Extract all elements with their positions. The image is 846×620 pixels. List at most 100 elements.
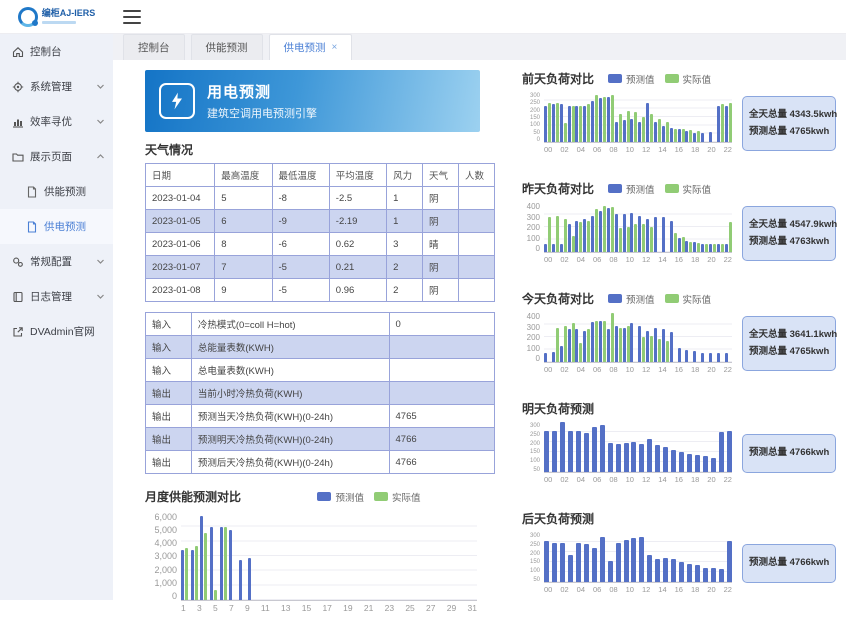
file-icon bbox=[26, 185, 38, 198]
book-icon bbox=[12, 291, 24, 303]
sidebar-subitem-3-0[interactable]: 供能预测 bbox=[0, 174, 113, 209]
chart-body: 400 300 200 100 0 00 02 04 06 08 10 12 14 16 18 20 22 全天总… bbox=[522, 203, 840, 265]
x-tick: 04 bbox=[576, 365, 585, 374]
y-tick: 0 bbox=[535, 244, 540, 253]
tab-0[interactable]: 控制台 bbox=[123, 34, 185, 60]
bar bbox=[587, 104, 591, 142]
bar bbox=[606, 208, 610, 252]
bar bbox=[663, 447, 669, 472]
bar-group bbox=[695, 455, 701, 472]
bar-group bbox=[654, 119, 662, 142]
sidebar-item-3[interactable]: 展示页面 bbox=[0, 139, 113, 174]
x-tick: 16 bbox=[674, 145, 683, 154]
y-tick: 100 bbox=[529, 122, 540, 129]
tab-2[interactable]: 供电预测 × bbox=[268, 34, 353, 60]
bar bbox=[551, 543, 557, 582]
bar bbox=[687, 454, 693, 472]
bar-group bbox=[654, 217, 661, 252]
bar-group bbox=[551, 328, 559, 362]
close-tab-icon[interactable]: × bbox=[331, 42, 338, 53]
summary-label: 预测总量 bbox=[749, 447, 790, 459]
x-tick: 08 bbox=[609, 585, 618, 594]
bar bbox=[603, 321, 607, 362]
bar bbox=[563, 219, 567, 252]
bar bbox=[603, 97, 607, 142]
bar bbox=[595, 209, 599, 252]
weather-row: 2023-01-04 5 -8 -2.5 1 阴 bbox=[144, 186, 495, 210]
x-tick: 06 bbox=[592, 475, 602, 484]
bar-group bbox=[559, 422, 565, 472]
sidebar-item-4[interactable]: 常规配置 bbox=[0, 244, 113, 279]
tab-1[interactable]: 供能预测 bbox=[190, 34, 263, 60]
x-tick: 14 bbox=[658, 145, 667, 154]
bar-group bbox=[583, 433, 589, 472]
legend-label: 预测值 bbox=[626, 294, 655, 306]
bar-group bbox=[718, 432, 724, 472]
bar-group bbox=[701, 133, 708, 142]
x-tick: 12 bbox=[641, 475, 651, 484]
chart-plot-row: 300 250 200 150 100 50 bbox=[522, 422, 732, 473]
legend-swatch bbox=[664, 74, 679, 83]
x-tick: 25 bbox=[405, 603, 415, 613]
sidebar-item-5[interactable]: 日志管理 bbox=[0, 279, 113, 314]
bar bbox=[661, 329, 665, 362]
x-tick: 1 bbox=[181, 603, 186, 613]
bar bbox=[622, 328, 626, 362]
bar bbox=[634, 224, 638, 252]
bar bbox=[673, 233, 677, 252]
sidebar-item-2[interactable]: 效率寻优 bbox=[0, 104, 113, 139]
chart-body: 300 250 200 150 100 50 00 02 04 06 08 10 12 14 16 18 20 2… bbox=[522, 422, 840, 484]
plot-area bbox=[544, 93, 732, 143]
bar bbox=[544, 244, 547, 252]
bar bbox=[647, 555, 653, 582]
sidebar-item-0[interactable]: 控制台 bbox=[0, 34, 113, 69]
summary-value: 4343.5kwh bbox=[789, 109, 838, 121]
x-tick: 18 bbox=[690, 585, 700, 594]
bar-group bbox=[623, 540, 629, 582]
bar bbox=[544, 431, 549, 472]
legend-label: 实际值 bbox=[682, 184, 712, 196]
x-tick: 04 bbox=[576, 475, 585, 484]
bar bbox=[703, 456, 709, 472]
menu-toggle-icon[interactable] bbox=[123, 9, 141, 24]
bar-group bbox=[639, 537, 645, 582]
x-tick: 3 bbox=[196, 603, 202, 613]
summary-line: 全天总量 4547.9kwh bbox=[749, 217, 837, 233]
summary-value: 4765kwh bbox=[789, 125, 830, 137]
sidebar-item-1[interactable]: 系统管理 bbox=[0, 69, 113, 104]
app-logo: 编柜AJ-IERS bbox=[0, 6, 113, 27]
bar bbox=[575, 329, 579, 362]
bar bbox=[587, 329, 591, 362]
bar bbox=[685, 241, 689, 252]
sidebar-item-label: 效率寻优 bbox=[30, 116, 72, 128]
summary-label: 预测总量 bbox=[749, 125, 790, 137]
chart-icon bbox=[12, 116, 24, 128]
bar bbox=[647, 439, 653, 472]
bar bbox=[646, 331, 650, 362]
page-banner: 用电预测 建筑空调用电预测引擎 bbox=[145, 70, 480, 132]
bar bbox=[610, 313, 614, 362]
x-tick: 06 bbox=[592, 145, 602, 154]
x-tick: 00 bbox=[544, 365, 553, 374]
bar-group bbox=[583, 544, 589, 582]
chart-header: 今天负荷对比 预测值 实际值 bbox=[522, 290, 840, 307]
sidebar-item-label: 常规配置 bbox=[30, 256, 72, 268]
chart-header: 昨天负荷对比 预测值 实际值 bbox=[522, 180, 840, 197]
bar-group bbox=[726, 431, 732, 472]
bar-group bbox=[551, 103, 559, 142]
bar bbox=[229, 530, 233, 600]
bar-group bbox=[638, 216, 646, 252]
bar bbox=[559, 346, 563, 362]
bar bbox=[567, 431, 573, 472]
bar-group bbox=[575, 543, 581, 582]
bar bbox=[579, 106, 583, 142]
sidebar-subitem-3-1[interactable]: 供电预测 bbox=[0, 209, 113, 244]
summary-box: 全天总量 4343.5kwh 预测总量 4765kwh bbox=[742, 96, 838, 151]
summary-label: 预测总量 bbox=[749, 345, 790, 357]
bar bbox=[591, 101, 595, 142]
x-tick: 10 bbox=[625, 585, 634, 594]
bar-group bbox=[606, 207, 614, 252]
bar bbox=[571, 106, 575, 142]
bar-group bbox=[647, 555, 653, 582]
sidebar-item-6[interactable]: DVAdmin官网 bbox=[0, 314, 113, 349]
